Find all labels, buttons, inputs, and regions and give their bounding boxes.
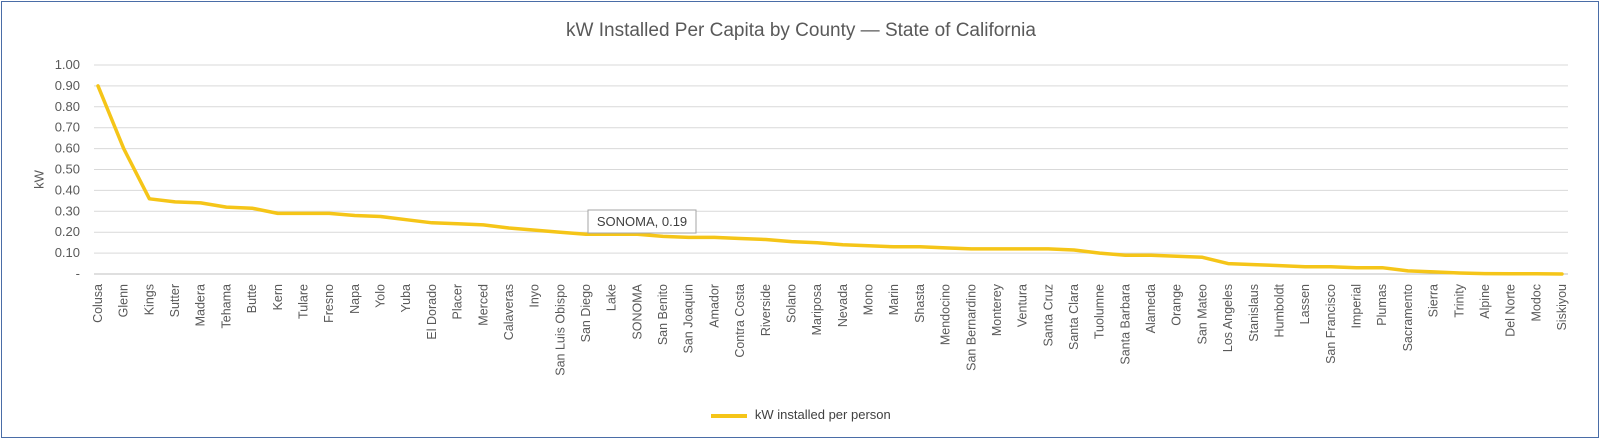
- x-tick-label: Mono: [862, 284, 876, 315]
- x-tick-label: Colusa: [91, 284, 105, 323]
- y-tick-label: 0.40: [55, 182, 80, 197]
- x-tick-label: Ventura: [1016, 284, 1030, 327]
- x-tick-label: Modoc: [1529, 284, 1543, 322]
- x-tick-label: Madera: [194, 284, 208, 326]
- x-tick-label: Sutter: [168, 284, 182, 317]
- x-tick-label: Marin: [887, 284, 901, 315]
- x-tick-label: Mendocino: [939, 284, 953, 345]
- y-tick-label: -: [76, 266, 80, 281]
- y-tick-label: 0.20: [55, 224, 80, 239]
- x-tick-label: El Dorado: [425, 284, 439, 340]
- annotation-label: SONOMA, 0.19: [597, 214, 687, 229]
- x-tick-label: Stanislaus: [1247, 284, 1261, 342]
- x-tick-label: Siskiyou: [1555, 284, 1569, 331]
- x-tick-label: San Joaquin: [682, 284, 696, 354]
- x-tick-label: San Bernardino: [964, 284, 978, 371]
- x-tick-label: San Benito: [656, 284, 670, 345]
- x-tick-label: Tehama: [219, 284, 233, 329]
- x-tick-label: Shasta: [913, 284, 927, 323]
- x-tick-label: San Mateo: [1195, 284, 1209, 345]
- annotation-box: [587, 209, 697, 234]
- legend-label: kW installed per person: [754, 407, 891, 422]
- x-tick-label: Plumas: [1375, 284, 1389, 326]
- x-tick-label: Imperial: [1350, 284, 1364, 328]
- x-tick-label: Orange: [1170, 284, 1184, 326]
- x-tick-label: Mariposa: [810, 284, 824, 335]
- x-tick-label: Lassen: [1298, 284, 1312, 324]
- x-tick-label: Inyo: [528, 284, 542, 308]
- x-tick-label: Santa Cruz: [1041, 284, 1055, 347]
- x-tick-label: Riverside: [759, 284, 773, 336]
- y-tick-label: 0.30: [55, 203, 80, 218]
- x-tick-label: Amador: [707, 284, 721, 328]
- x-tick-label: Santa Clara: [1067, 284, 1081, 350]
- x-tick-label: Santa Barbara: [1118, 284, 1132, 365]
- x-tick-label: Yuba: [399, 284, 413, 313]
- x-tick-label: SONOMA: [630, 283, 644, 339]
- y-tick-label: 0.70: [55, 120, 80, 135]
- x-tick-label: Nevada: [836, 284, 850, 327]
- x-tick-label: Los Angeles: [1221, 284, 1235, 352]
- x-tick-label: Trinity: [1452, 283, 1466, 317]
- y-tick-label: 0.10: [55, 245, 80, 260]
- x-tick-label: Kern: [271, 284, 285, 310]
- x-tick-label: Alameda: [1144, 284, 1158, 333]
- line-chart: - 0.10 0.20 0.30 0.40 0.50 0.60 0.70 0.80 0.90 1.0…: [55, 57, 1569, 376]
- x-tick-label: Kings: [142, 284, 156, 315]
- x-tick-label: Del Norte: [1504, 284, 1518, 337]
- x-tick-label: Yolo: [374, 284, 388, 308]
- x-tick-label: Solano: [784, 284, 798, 323]
- x-tick-label: San Luis Obispo: [553, 284, 567, 376]
- y-tick-label: 0.50: [55, 162, 80, 177]
- x-tick-label: Placer: [451, 284, 465, 319]
- x-tick-label: Butte: [245, 284, 259, 313]
- y-tick-label: 1.00: [55, 57, 80, 72]
- x-tick-label: Humboldt: [1272, 283, 1286, 337]
- x-tick-label: Tuolumne: [1093, 284, 1107, 339]
- y-tick-label: 0.80: [55, 99, 80, 114]
- x-tick-label: Fresno: [322, 284, 336, 323]
- x-tick-label: Glenn: [117, 284, 131, 317]
- chart-title: kW Installed Per Capita by County — Stat…: [566, 20, 1036, 41]
- x-tick-label: Calaveras: [502, 284, 516, 340]
- x-tick-label: Sierra: [1427, 284, 1441, 317]
- x-tick-label: Tulare: [296, 284, 310, 319]
- y-tick-label: 0.60: [55, 141, 80, 156]
- x-tick-label: Contra Costa: [733, 284, 747, 358]
- x-tick-label: Monterey: [990, 283, 1004, 336]
- series-line: [96, 84, 1564, 276]
- legend-swatch: [711, 413, 748, 418]
- x-tick-label: Napa: [348, 284, 362, 314]
- y-tick-label: 0.90: [55, 78, 80, 93]
- x-tick-label: San Diego: [579, 284, 593, 342]
- x-tick-label: Lake: [605, 284, 619, 311]
- x-tick-label: Alpine: [1478, 284, 1492, 319]
- x-tick-label: San Francisco: [1324, 284, 1338, 364]
- x-tick-label: Merced: [476, 284, 490, 326]
- x-tick-label: Sacramento: [1401, 284, 1415, 351]
- legend: kW installed per person: [2, 407, 1600, 422]
